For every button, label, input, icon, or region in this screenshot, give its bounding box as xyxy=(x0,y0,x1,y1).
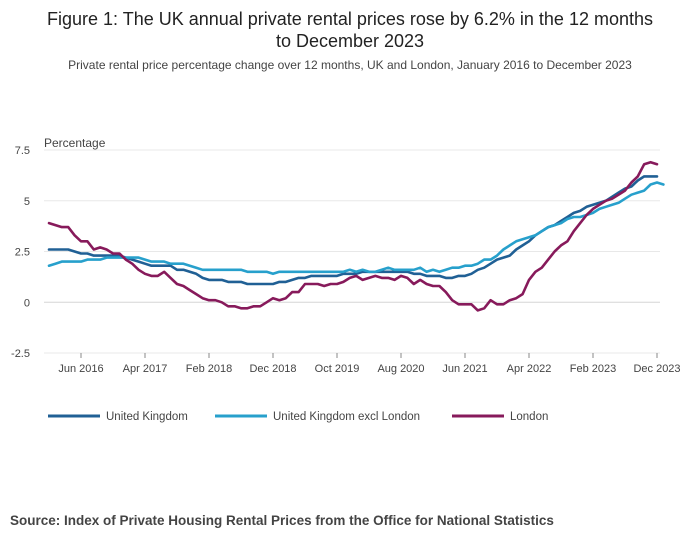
y-axis-label: Percentage xyxy=(44,136,106,150)
x-tick-label: Aug 2020 xyxy=(377,363,424,375)
x-tick-label: Apr 2022 xyxy=(507,363,552,375)
x-tick-label: Dec 2023 xyxy=(633,363,680,375)
y-tick-label: 0 xyxy=(24,297,30,309)
legend: United Kingdom United Kingdom excl London… xyxy=(48,411,548,423)
y-tick-label: -2.5 xyxy=(11,348,30,360)
y-tick-label: 5 xyxy=(24,196,30,208)
x-tick-label: Dec 2018 xyxy=(249,363,296,375)
x-tick-label: Jun 2021 xyxy=(442,363,487,375)
y-tick-label: 7.5 xyxy=(15,145,30,157)
legend-item-3[interactable]: London xyxy=(452,411,548,423)
chart-subtitle: Private rental price percentage change o… xyxy=(68,58,632,72)
gridlines xyxy=(44,149,660,354)
series-line-2 xyxy=(47,181,665,276)
series-line-3 xyxy=(47,160,659,312)
legend-label: United Kingdom xyxy=(106,411,188,423)
line-chart: Percentage -2.5 0 2.5 5 7.5 Jun 2016 Apr 2017… xyxy=(11,136,681,423)
source-note: Source: Index of Private Housing Rental … xyxy=(10,513,554,528)
y-axis-ticks: -2.5 0 2.5 5 7.5 xyxy=(11,145,30,360)
chart-title-line-2: to December 2023 xyxy=(275,31,425,51)
x-tick-label: Jun 2016 xyxy=(58,363,103,375)
x-tick-label: Oct 2019 xyxy=(315,363,360,375)
x-axis-ticks: Jun 2016 Apr 2017 Feb 2018 Dec 2018 Oct 2019… xyxy=(58,353,681,375)
series-lines xyxy=(47,160,665,312)
chart-title: Figure 1: The UK annual private rental p… xyxy=(0,8,700,52)
legend-item-1[interactable]: United Kingdom xyxy=(48,411,188,423)
y-tick-label: 2.5 xyxy=(15,247,30,259)
legend-item-2[interactable]: United Kingdom excl London xyxy=(215,411,420,423)
x-tick-label: Feb 2023 xyxy=(570,363,616,375)
legend-label: London xyxy=(510,411,548,423)
chart-title-line-1: Figure 1: The UK annual private rental p… xyxy=(47,9,653,29)
x-tick-label: Apr 2017 xyxy=(123,363,168,375)
series-line-1 xyxy=(47,175,659,286)
x-tick-label: Feb 2018 xyxy=(186,363,232,375)
legend-label: United Kingdom excl London xyxy=(273,411,420,423)
